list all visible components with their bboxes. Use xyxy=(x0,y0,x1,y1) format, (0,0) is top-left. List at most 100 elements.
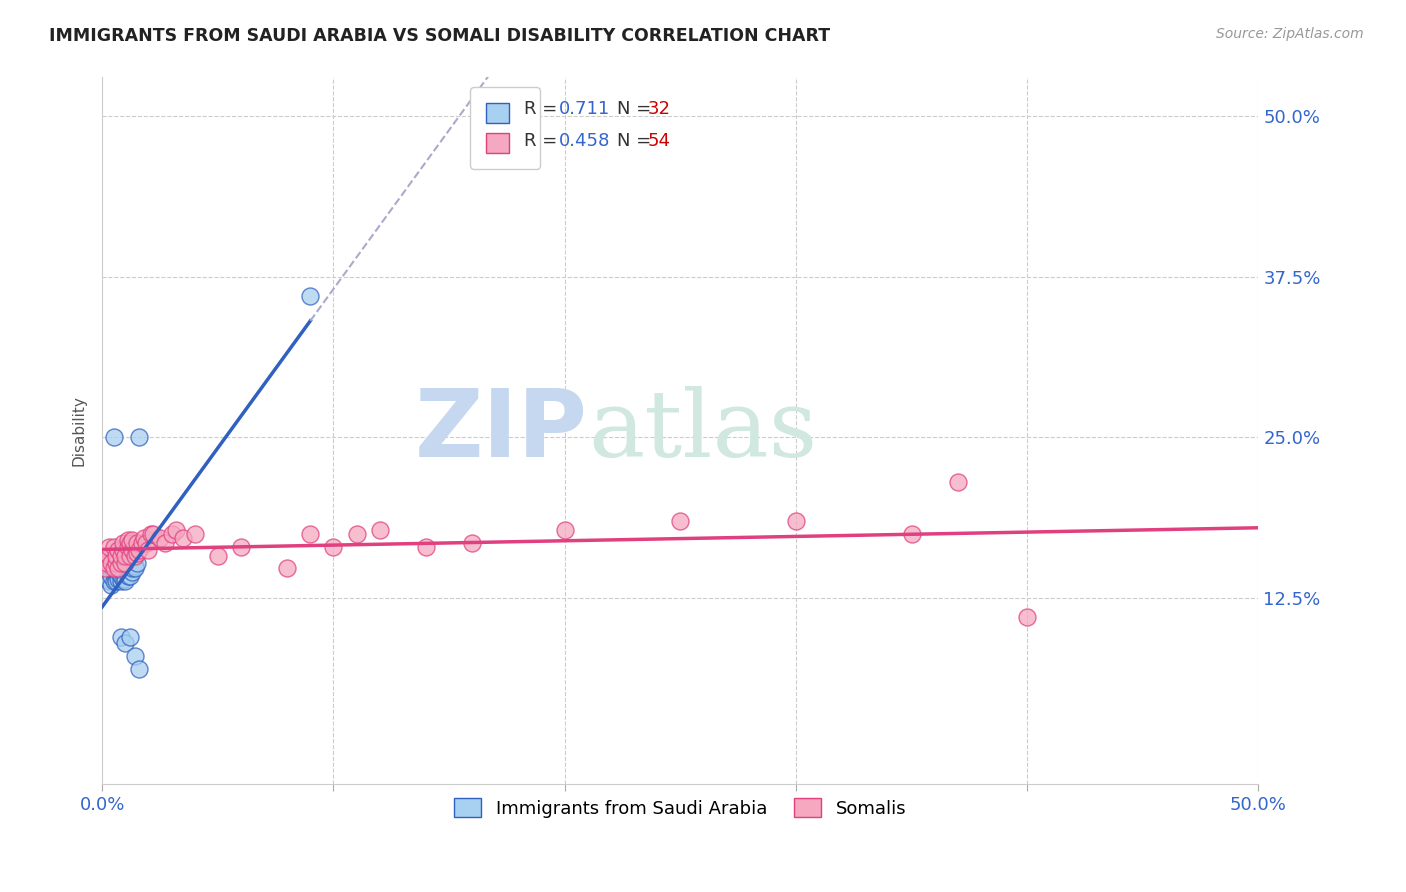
Point xyxy=(114,574,136,589)
Point xyxy=(117,533,139,548)
Point xyxy=(105,572,128,586)
Point xyxy=(461,535,484,549)
Point xyxy=(98,549,121,563)
Point xyxy=(100,569,122,583)
Point xyxy=(105,574,128,589)
Text: 0.711: 0.711 xyxy=(560,100,610,119)
Text: 32: 32 xyxy=(648,100,671,119)
Point xyxy=(276,561,298,575)
Text: Source: ZipAtlas.com: Source: ZipAtlas.com xyxy=(1216,27,1364,41)
Point xyxy=(131,535,153,549)
Point xyxy=(554,523,576,537)
Point xyxy=(128,662,150,676)
Point xyxy=(138,543,160,558)
Point xyxy=(153,535,176,549)
Point xyxy=(96,557,118,571)
Text: ZIP: ZIP xyxy=(415,385,588,477)
Point xyxy=(93,561,115,575)
Point xyxy=(98,574,121,589)
Point xyxy=(229,540,252,554)
Point xyxy=(135,535,157,549)
Point xyxy=(100,557,122,571)
Point xyxy=(946,475,969,490)
Point xyxy=(107,569,129,583)
Point xyxy=(124,549,146,563)
Point xyxy=(124,558,146,573)
Point xyxy=(117,540,139,554)
Point xyxy=(299,289,322,303)
Point xyxy=(105,557,128,571)
Point xyxy=(107,572,129,586)
Point xyxy=(299,526,322,541)
Text: atlas: atlas xyxy=(588,386,817,476)
Point xyxy=(785,514,807,528)
Point xyxy=(124,648,146,663)
Point xyxy=(415,540,437,554)
Point xyxy=(103,540,125,554)
Point xyxy=(118,549,141,563)
Point xyxy=(121,561,143,575)
Point xyxy=(103,430,125,444)
Point xyxy=(118,630,141,644)
Point xyxy=(117,569,139,583)
Point xyxy=(1017,610,1039,624)
Point xyxy=(114,572,136,586)
Point xyxy=(165,523,187,537)
Point xyxy=(103,561,125,575)
Point xyxy=(110,574,132,589)
Point xyxy=(114,549,136,563)
Point xyxy=(118,535,141,549)
Point xyxy=(368,523,391,537)
Point xyxy=(110,549,132,563)
Point xyxy=(125,535,148,549)
Point xyxy=(160,526,183,541)
Point xyxy=(107,561,129,575)
Point xyxy=(110,557,132,571)
Point xyxy=(114,557,136,571)
Point xyxy=(110,569,132,583)
Point xyxy=(111,535,134,549)
Point xyxy=(132,531,155,545)
Point xyxy=(125,557,148,571)
Point xyxy=(669,514,692,528)
Point xyxy=(98,540,121,554)
Point xyxy=(121,543,143,558)
Text: N =: N = xyxy=(617,132,657,150)
Point xyxy=(110,630,132,644)
Point xyxy=(103,574,125,589)
Text: IMMIGRANTS FROM SAUDI ARABIA VS SOMALI DISABILITY CORRELATION CHART: IMMIGRANTS FROM SAUDI ARABIA VS SOMALI D… xyxy=(49,27,831,45)
Text: R =: R = xyxy=(524,132,564,150)
Point xyxy=(107,566,129,580)
Point xyxy=(128,543,150,558)
Point xyxy=(121,533,143,548)
Point xyxy=(142,526,165,541)
Y-axis label: Disability: Disability xyxy=(72,395,86,467)
Point xyxy=(149,531,172,545)
Legend: Immigrants from Saudi Arabia, Somalis: Immigrants from Saudi Arabia, Somalis xyxy=(447,791,914,825)
Point xyxy=(172,531,194,545)
Point xyxy=(128,430,150,444)
Point xyxy=(118,569,141,583)
Point xyxy=(125,546,148,560)
Point xyxy=(100,578,122,592)
Text: N =: N = xyxy=(617,100,657,119)
Text: 0.458: 0.458 xyxy=(560,132,610,150)
Point xyxy=(103,566,125,580)
Point xyxy=(107,543,129,558)
Point xyxy=(322,540,344,554)
Point xyxy=(111,572,134,586)
Point xyxy=(111,543,134,558)
Point xyxy=(183,526,205,541)
Point xyxy=(96,572,118,586)
Point xyxy=(139,526,162,541)
Point xyxy=(346,526,368,541)
Point xyxy=(105,549,128,563)
Point xyxy=(207,549,229,563)
Point xyxy=(111,566,134,580)
Point xyxy=(900,526,922,541)
Text: R =: R = xyxy=(524,100,564,119)
Text: 54: 54 xyxy=(648,132,671,150)
Point xyxy=(124,561,146,575)
Point xyxy=(121,566,143,580)
Point xyxy=(114,636,136,650)
